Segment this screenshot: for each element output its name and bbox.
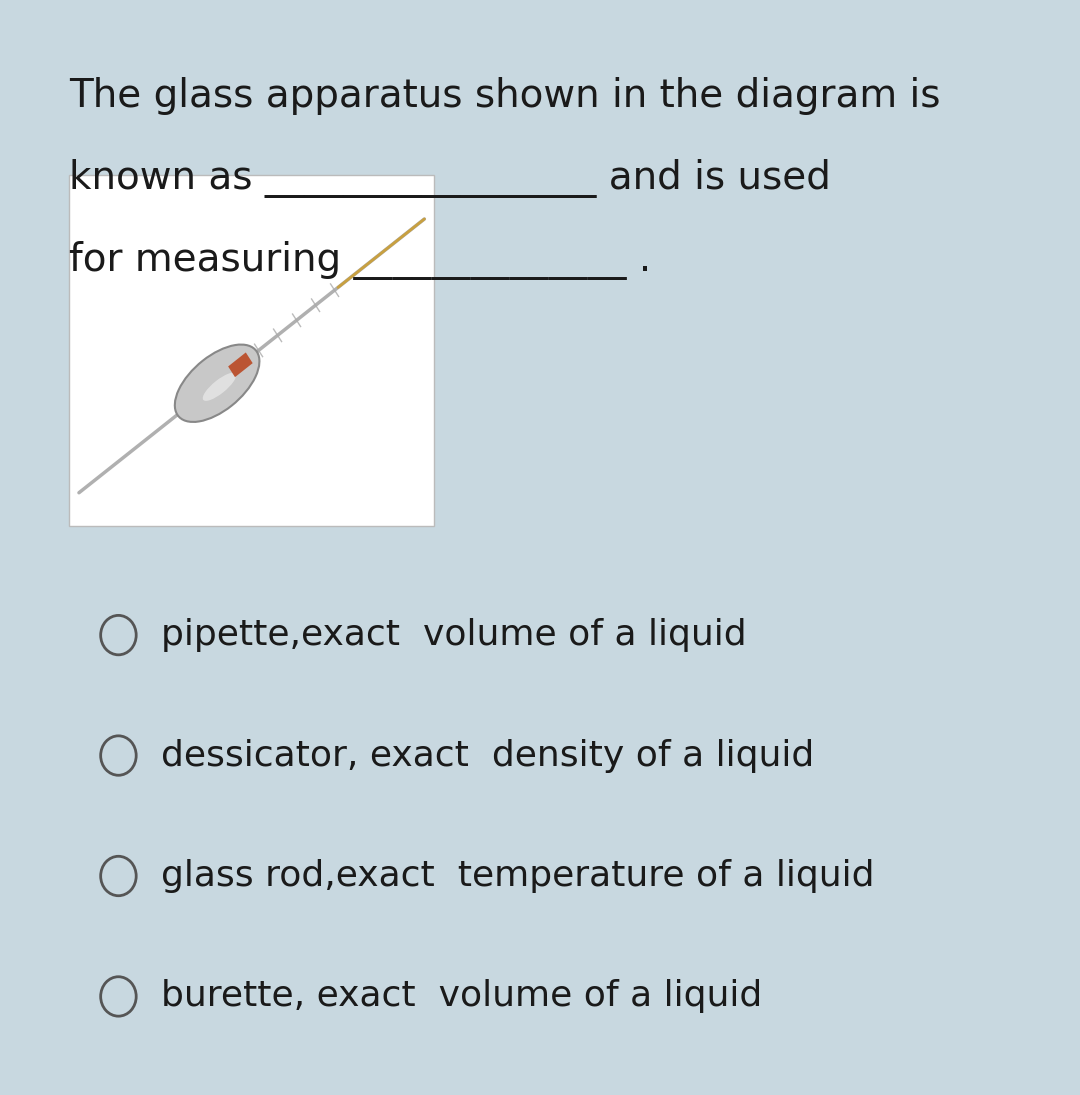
Text: dessicator, exact  density of a liquid: dessicator, exact density of a liquid <box>161 738 814 773</box>
Bar <box>228 353 253 377</box>
Text: known as _________________ and is used: known as _________________ and is used <box>69 159 831 198</box>
Text: glass rod,exact  temperature of a liquid: glass rod,exact temperature of a liquid <box>161 858 875 894</box>
Ellipse shape <box>203 372 237 401</box>
Ellipse shape <box>175 345 259 422</box>
Text: burette, exact  volume of a liquid: burette, exact volume of a liquid <box>161 979 762 1014</box>
Text: The glass apparatus shown in the diagram is: The glass apparatus shown in the diagram… <box>69 77 941 115</box>
Text: pipette,exact  volume of a liquid: pipette,exact volume of a liquid <box>161 618 746 653</box>
Bar <box>69 175 434 526</box>
Text: for measuring ______________ .: for measuring ______________ . <box>69 241 651 280</box>
